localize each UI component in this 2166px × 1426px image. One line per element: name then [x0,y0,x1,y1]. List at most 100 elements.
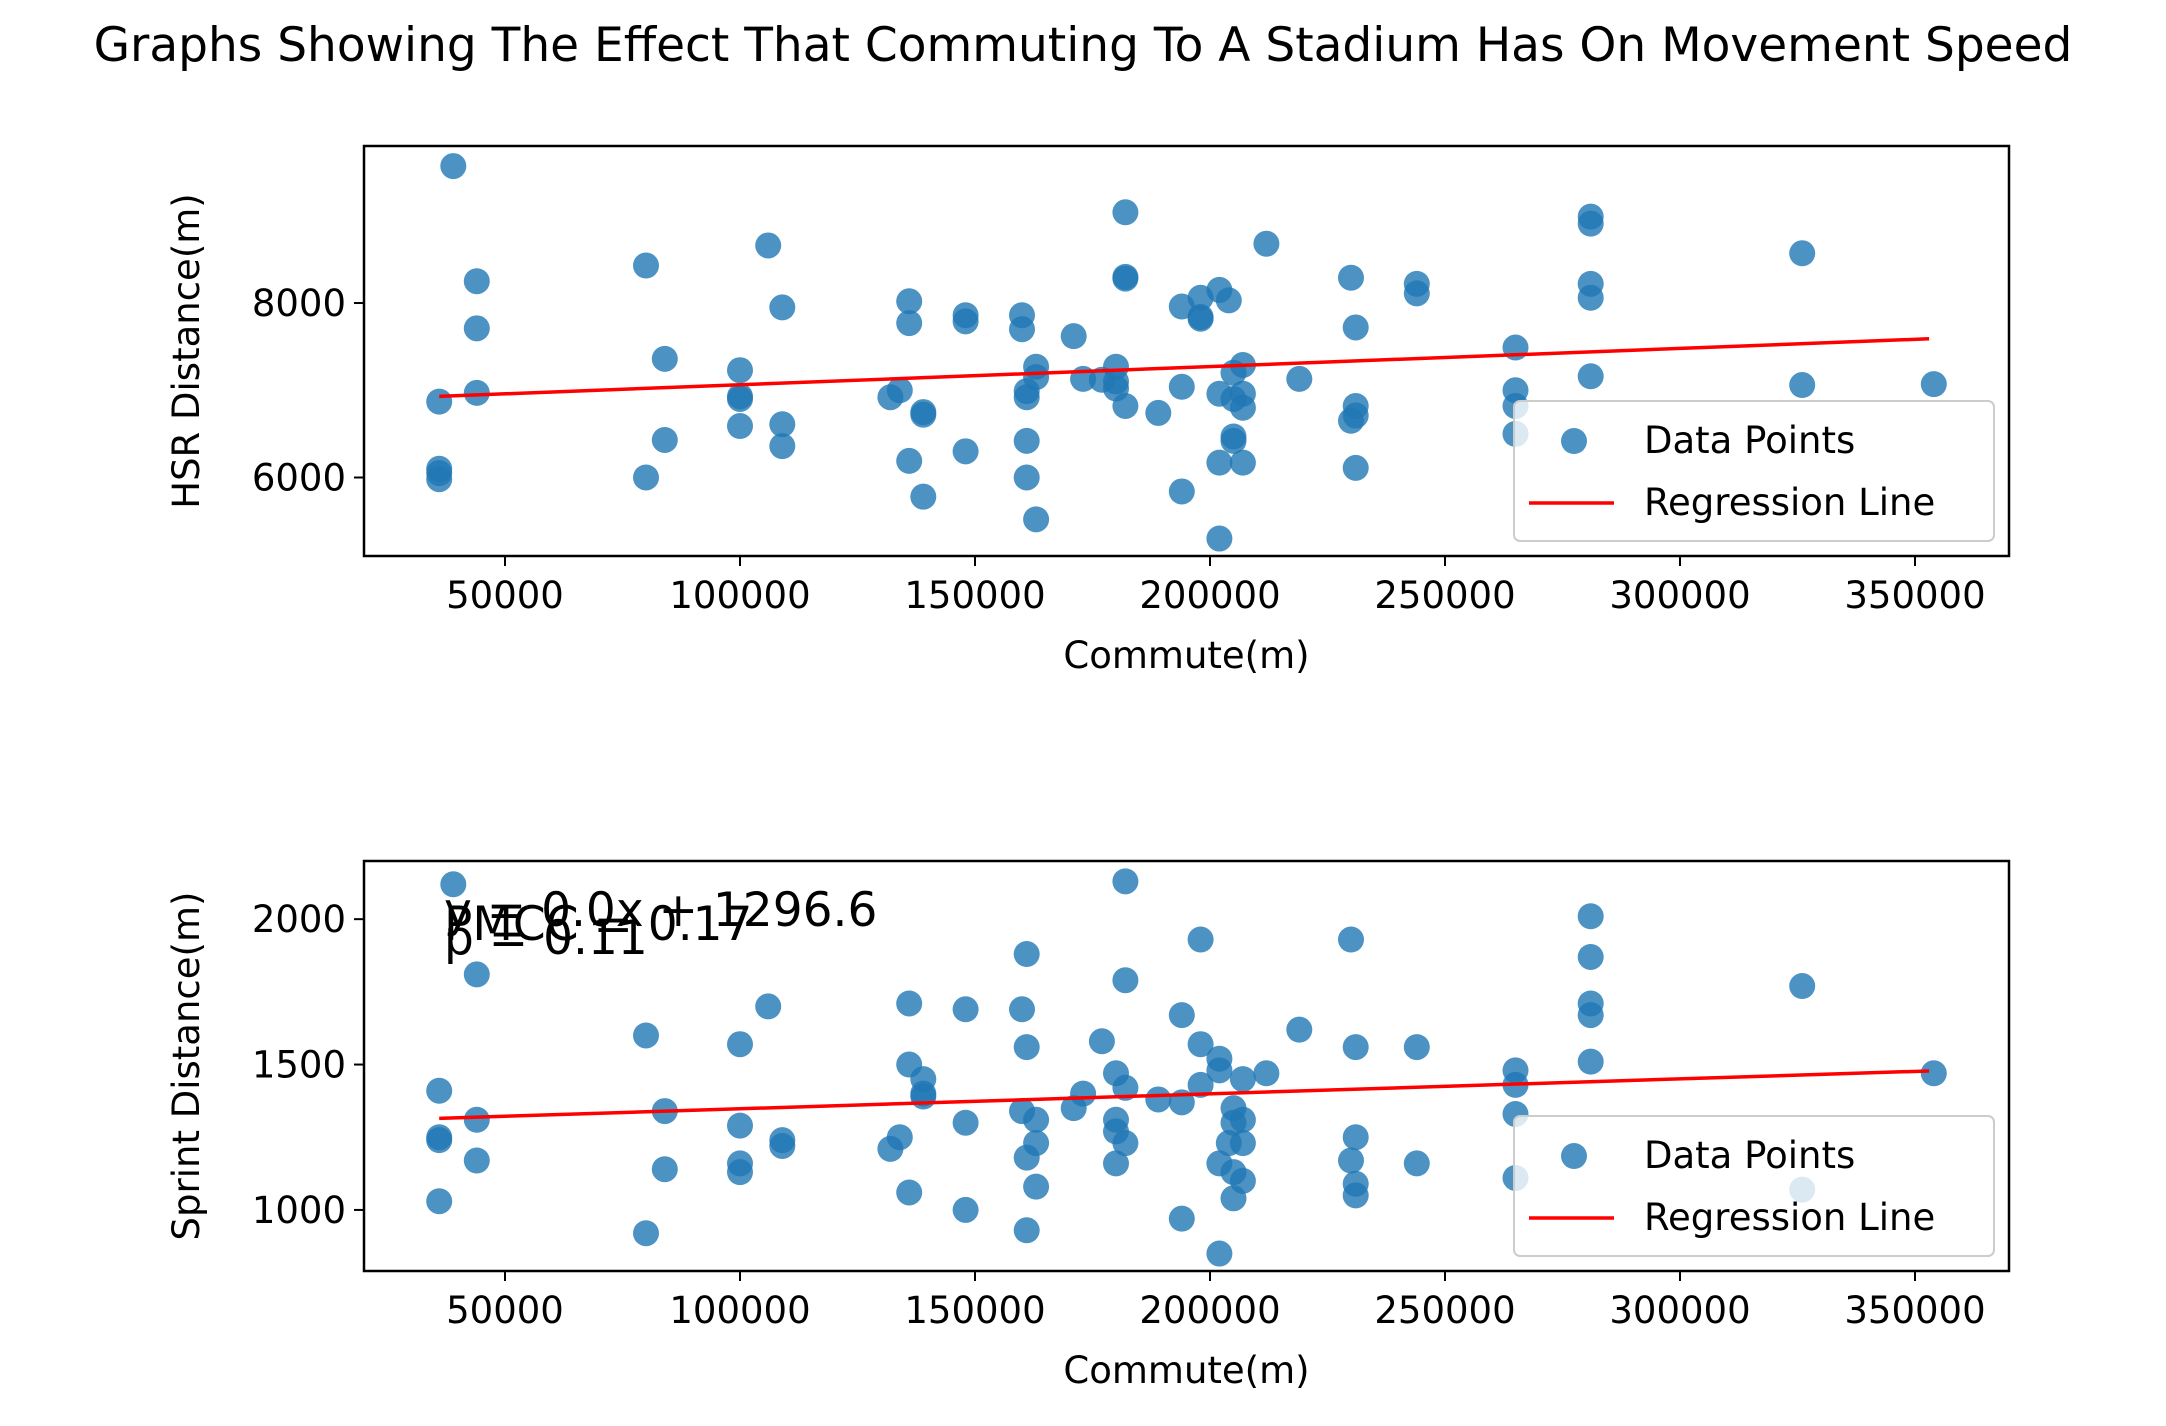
data-point [1206,449,1233,476]
data-point [1060,323,1087,350]
data-point [1013,1217,1040,1244]
data-point [1229,1106,1256,1133]
legend-marker-points [1561,1143,1587,1169]
data-point [886,377,913,404]
axes-frame [362,144,2011,558]
data-point [1187,1071,1214,1098]
data-point [1070,1080,1097,1107]
data-point [1088,1028,1115,1055]
data-point [1112,1130,1139,1157]
data-point [1168,478,1195,505]
data-point [651,1156,678,1183]
data-point [1286,365,1313,392]
data-point [633,1022,659,1049]
x-tick-label: 200000 [1139,574,1280,617]
x-axis-label: Commute(m) [1063,634,1309,677]
data-point [1206,1240,1233,1267]
legend-label: Regression Line [1644,1196,1935,1239]
y-tick-label: 2000 [252,898,346,941]
data-point [1789,240,1816,267]
data-point [1577,210,1604,237]
data-point [633,464,659,491]
data-point [426,1077,453,1104]
data-point [463,961,490,988]
data-point [1403,1034,1430,1061]
x-tick-label: 100000 [669,574,810,617]
data-point [1009,996,1035,1023]
axes-frame [362,859,2011,1273]
y-tick-label: 6000 [252,456,346,499]
annotation-text: p = 0.11 [444,911,648,966]
data-point [426,1127,453,1154]
data-point [769,294,796,321]
x-tick-label: 350000 [1844,1289,1985,1332]
data-point [1229,394,1256,421]
annotation-text: y = 0.0x + 1296.6 [444,883,877,938]
data-point [426,1188,453,1215]
legend-box [1513,1115,1995,1257]
data-point [952,996,979,1023]
data-point [1112,392,1139,419]
data-point [1013,1034,1040,1061]
data-point [886,1124,913,1151]
data-point [1112,1074,1139,1101]
data-point [1013,941,1040,968]
data-point [440,153,467,180]
data-point [952,1196,979,1223]
data-point [1577,1048,1604,1075]
data-point [1403,1150,1430,1177]
x-tick-label: 250000 [1374,1289,1515,1332]
data-point [633,1220,659,1247]
data-point [633,252,659,279]
data-point [1023,1106,1050,1133]
data-point [1013,427,1040,454]
data-point [1168,1002,1195,1029]
data-point [1145,399,1172,426]
legend-label: Data Points [1644,419,1855,462]
data-point [727,413,753,440]
x-tick-label: 200000 [1139,1289,1280,1332]
data-point [896,990,923,1017]
data-point [1342,314,1369,341]
regression-line [439,337,1930,399]
data-point [769,1132,796,1159]
x-axis-label: Commute(m) [1063,1349,1309,1392]
data-point [1253,230,1280,257]
data-point [952,1109,979,1136]
regression-line [439,1069,1930,1121]
legend: Data Points Regression Line [1513,400,1995,542]
data-point [1112,967,1139,994]
data-point [1206,1057,1233,1084]
data-point [440,871,467,898]
legend-label: Data Points [1644,1134,1855,1177]
data-point [1215,287,1242,314]
data-point [1220,427,1247,454]
data-point [755,232,782,259]
y-axis-label: Sprint Distance(m) [165,892,208,1241]
data-point [1112,868,1139,895]
data-point [1920,1060,1947,1087]
data-point [910,1083,937,1110]
data-point [1103,1150,1129,1177]
data-point [727,1112,753,1139]
data-point [1577,1002,1604,1029]
data-point [1187,926,1214,953]
y-tick-label: 1000 [252,1189,346,1232]
data-point [727,357,753,384]
data-point [727,385,753,412]
legend-label: Regression Line [1644,481,1935,524]
data-point [910,483,937,510]
x-tick-label: 300000 [1609,1289,1750,1332]
data-point [896,447,923,474]
data-point [651,426,678,453]
data-point [1789,372,1816,399]
data-point [426,466,453,493]
data-point [463,1106,490,1133]
data-point [1577,363,1604,390]
data-point [1112,265,1139,292]
data-point [952,308,979,335]
data-points-series [426,868,1947,1267]
data-point [896,1179,923,1206]
